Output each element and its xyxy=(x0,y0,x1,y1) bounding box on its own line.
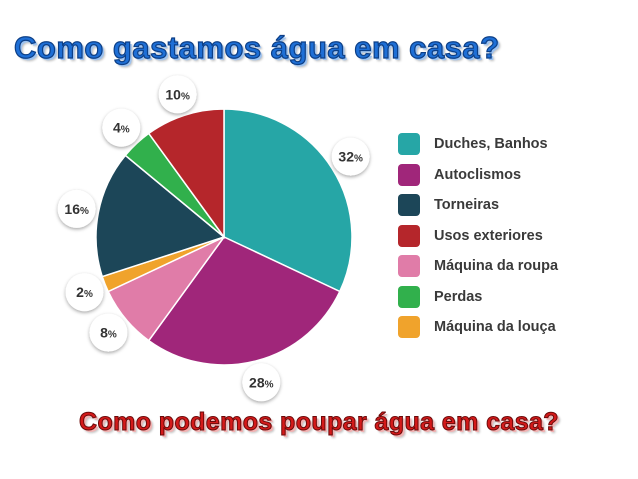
chart-legend: Duches, Banhos Autoclismos Torneiras Uso… xyxy=(398,133,598,347)
data-label-usos-exteriores: 10% xyxy=(158,75,197,114)
data-label-text: 4% xyxy=(113,120,130,136)
legend-label: Autoclismos xyxy=(434,166,522,183)
data-label-bubble xyxy=(57,189,96,228)
data-label-duches-banhos: 32% xyxy=(331,137,370,176)
pie-data-labels: 32% 28% 8% 2% 16% 4% 10% xyxy=(57,75,370,402)
data-label-text: 28% xyxy=(249,374,274,390)
data-label-bubble xyxy=(331,137,370,176)
data-label-text: 16% xyxy=(64,201,89,217)
pie-slice-torneiras xyxy=(95,154,226,278)
pie-slices xyxy=(95,108,353,366)
legend-label: Torneiras xyxy=(434,197,500,213)
data-label-maquina-da-roupa: 8% xyxy=(89,313,128,352)
pie-slice-usos-exteriores xyxy=(147,108,225,240)
legend-swatch xyxy=(398,285,420,308)
page-subtitle: Como podemos poupar água em casa? xyxy=(79,408,560,437)
legend-label: Perdas xyxy=(434,288,483,305)
data-label-autoclismos: 28% xyxy=(242,363,281,402)
page-title: Como gastamos água em casa? xyxy=(13,29,500,65)
data-label-text: 10% xyxy=(165,86,190,102)
data-label-maquina-da-louca: 2% xyxy=(65,273,104,312)
data-label-text: 32% xyxy=(338,149,363,165)
legend-swatch xyxy=(398,163,420,186)
data-label-text: 8% xyxy=(100,325,117,341)
pie-slice-duches-banhos xyxy=(223,108,353,293)
legend-item-maquina-da-louca: Máquina da louça xyxy=(398,316,598,338)
legend-swatch xyxy=(398,224,420,247)
data-label-bubble xyxy=(65,273,104,312)
data-label-torneiras: 16% xyxy=(57,189,96,228)
data-label-perdas: 4% xyxy=(102,108,141,147)
legend-item-maquina-da-roupa: Máquina da roupa xyxy=(398,255,598,277)
data-label-bubble xyxy=(242,363,281,402)
legend-swatch xyxy=(398,316,420,338)
legend-item-torneiras: Torneiras xyxy=(398,194,598,216)
legend-label: Máquina da roupa xyxy=(434,258,559,274)
legend-item-usos-exteriores: Usos exteriores xyxy=(398,224,598,247)
legend-label: Usos exteriores xyxy=(434,227,543,244)
legend-label: Máquina da louça xyxy=(434,319,556,335)
legend-swatch xyxy=(398,194,420,216)
data-label-bubble xyxy=(89,313,128,352)
legend-label: Duches, Banhos xyxy=(434,136,548,152)
legend-swatch xyxy=(398,255,420,277)
legend-item-autoclismos: Autoclismos xyxy=(398,163,598,186)
data-label-bubble xyxy=(102,108,141,147)
legend-item-perdas: Perdas xyxy=(398,285,598,308)
data-label-text: 2% xyxy=(76,284,93,300)
data-label-bubble xyxy=(158,75,197,114)
legend-item-duches-banhos: Duches, Banhos xyxy=(398,133,598,155)
pie-slice-autoclismos xyxy=(147,236,341,366)
legend-swatch xyxy=(398,133,420,155)
